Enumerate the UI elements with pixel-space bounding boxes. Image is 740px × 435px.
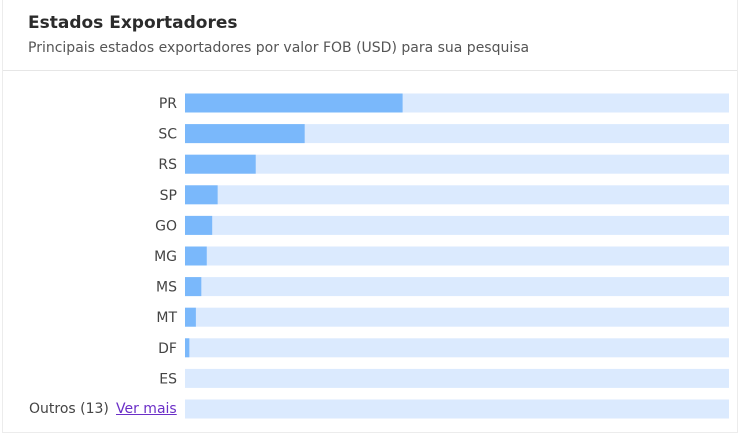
bar-row-rs: RS: [158, 154, 729, 174]
bar-row-mg: MG: [154, 246, 729, 266]
category-label: GO: [155, 218, 177, 234]
category-label: PR: [159, 96, 177, 112]
bar-fill: [185, 124, 305, 144]
category-label: MT: [156, 310, 177, 326]
card-title: Estados Exportadores: [28, 13, 238, 33]
bar-row-mt: MT: [156, 307, 729, 327]
bar-track: [185, 307, 729, 327]
bar-fill: [185, 154, 256, 174]
bar-fill: [185, 215, 213, 235]
bar-fill: [185, 185, 218, 205]
bar-track: [185, 338, 729, 358]
category-label: MG: [154, 249, 177, 265]
bar-row-df: DF: [158, 338, 729, 358]
bar-track: [185, 185, 729, 205]
bar-row-go: GO: [155, 215, 729, 235]
bar-track: [185, 124, 729, 144]
category-label: RS: [158, 157, 177, 173]
bar-track: [185, 154, 729, 174]
category-label: MS: [156, 280, 177, 296]
bar-track: [185, 215, 729, 235]
category-label: SP: [160, 188, 177, 204]
bar-track: [185, 399, 729, 419]
bar-track: [185, 246, 729, 266]
bar-row-others: [185, 399, 729, 419]
category-label: SC: [158, 127, 177, 143]
others-label: Outros (13): [29, 401, 109, 417]
category-label: DF: [158, 341, 177, 357]
bar-fill: [185, 277, 202, 297]
bar-fill: [185, 338, 190, 358]
see-more-link[interactable]: Ver mais: [116, 401, 177, 417]
bar-track: [185, 277, 729, 297]
bar-row-sc: SC: [158, 124, 729, 144]
bar-row-sp: SP: [160, 185, 729, 205]
category-label: ES: [159, 371, 177, 387]
bar-fill: [185, 246, 207, 266]
card-header: Estados Exportadores Principais estados …: [3, 0, 737, 71]
bar-row-pr: PR: [159, 93, 729, 113]
bar-row-ms: MS: [156, 277, 729, 297]
card-subtitle: Principais estados exportadores por valo…: [28, 40, 530, 56]
bar-track: [185, 368, 729, 388]
bar-fill: [185, 307, 196, 327]
bar-fill: [185, 93, 403, 113]
bar-row-es: ES: [159, 368, 729, 388]
